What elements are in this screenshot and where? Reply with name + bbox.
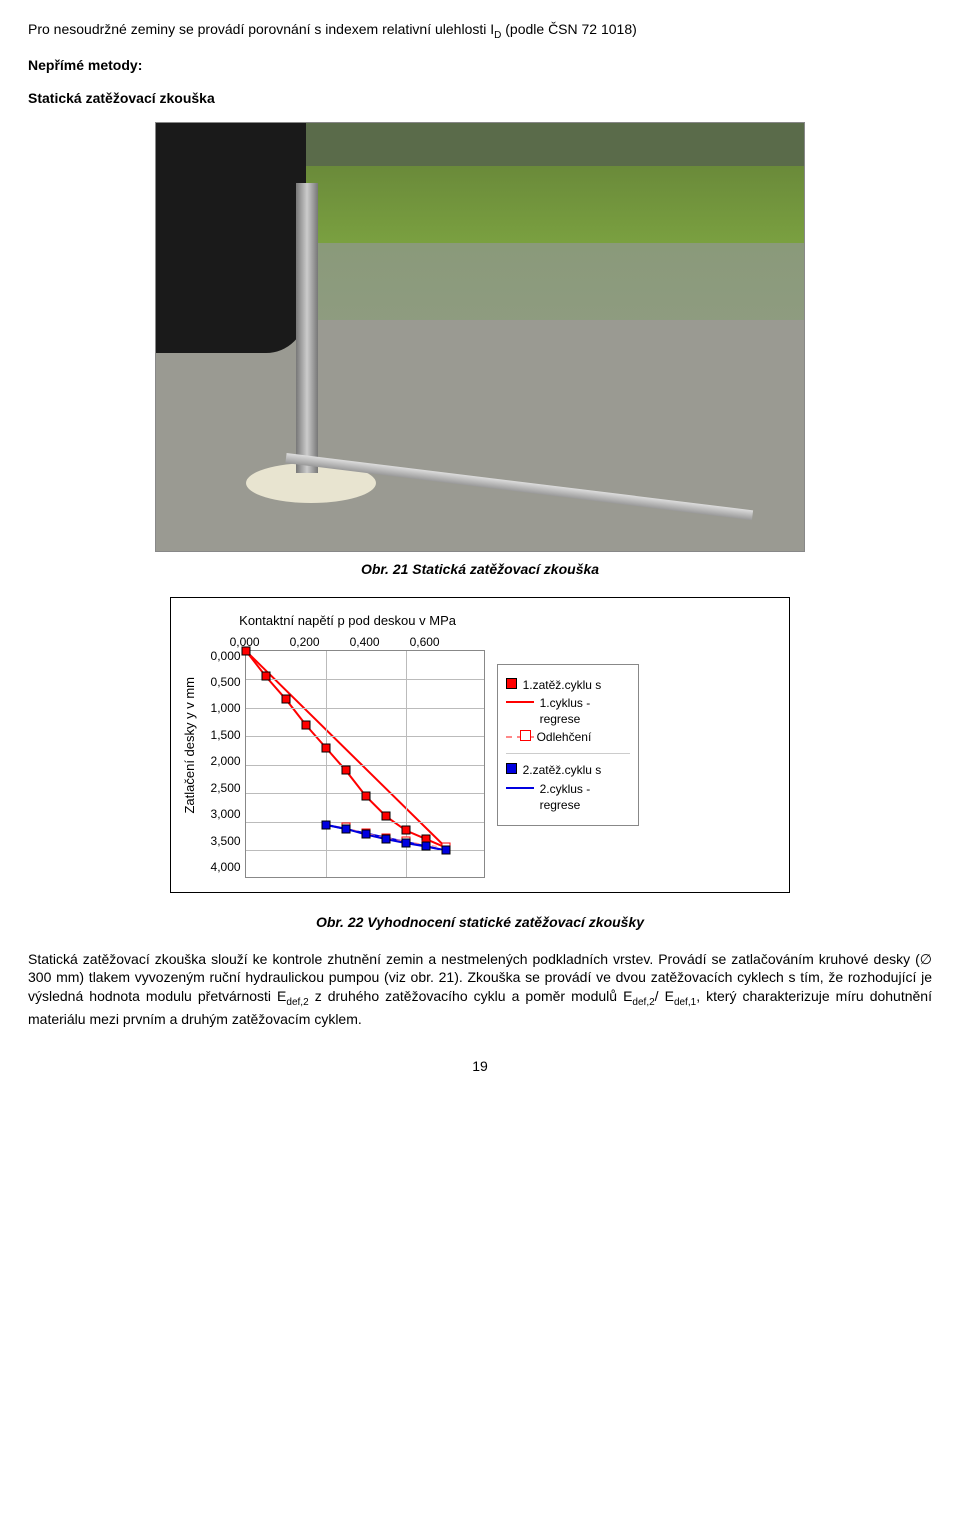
fig22-caption: Obr. 22 Vyhodnocení statické zatěžovací … — [28, 913, 932, 932]
data-marker — [401, 838, 410, 847]
data-marker — [361, 830, 370, 839]
body-text: z druhého zatěžovacího cyklu a poměr mod… — [309, 988, 633, 1004]
data-marker — [301, 720, 310, 729]
data-marker — [341, 766, 350, 775]
legend-swatch-blue-line — [506, 787, 534, 789]
data-marker — [321, 743, 330, 752]
x-ticks: 0,0000,2000,4000,600 — [215, 634, 485, 650]
y-tick-label: 0,500 — [211, 674, 241, 690]
data-marker — [281, 695, 290, 704]
y-ticks: 0,000 0,500 1,000 1,500 2,000 2,500 3,000 3,500… — [211, 648, 245, 876]
data-marker — [381, 812, 390, 821]
legend-swatch-hollow-red — [520, 730, 531, 741]
intro-text-post: (podle ČSN 72 1018) — [501, 21, 636, 37]
photo-tire — [156, 123, 306, 353]
grid-line — [246, 765, 484, 766]
x-tick-label: 0,200 — [275, 634, 335, 650]
figure-photo — [155, 122, 805, 552]
data-marker — [401, 826, 410, 835]
legend-label: 1.zatěž.cyklu s — [523, 677, 602, 693]
legend-swatch-blue-square — [506, 763, 517, 774]
intro-paragraph: Pro nesoudržné zeminy se provádí porovná… — [28, 20, 932, 42]
legend: 1.zatěž.cyklu s 1.cyklus - regrese Odleh… — [497, 664, 639, 826]
data-marker — [241, 646, 250, 655]
body-sub2: def,2 — [632, 997, 654, 1008]
fig21-caption: Obr. 21 Statická zatěžovací zkouška — [28, 560, 932, 579]
data-marker — [381, 834, 390, 843]
legend-label: 2.zatěž.cyklu s — [523, 762, 602, 778]
y-tick-label: 2,000 — [211, 753, 241, 769]
x-axis-title: Kontaktní napětí p pod deskou v MPa — [239, 612, 456, 630]
data-marker — [261, 672, 270, 681]
legend-label: 2.cyklus - regrese — [540, 781, 630, 813]
x-tick-label: 0,600 — [395, 634, 455, 650]
grid-line — [246, 679, 484, 680]
legend-label: 1.cyklus - regrese — [540, 695, 630, 727]
y-tick-label: 4,000 — [211, 859, 241, 875]
legend-swatch-red-square — [506, 678, 517, 689]
grid-line — [246, 736, 484, 737]
data-marker — [321, 820, 330, 829]
legend-swatch-red-line — [506, 701, 534, 703]
grid-line — [246, 822, 484, 823]
y-axis-label: Zatlačení desky y v mm — [181, 677, 199, 814]
page-number: 19 — [28, 1057, 932, 1076]
body-text: / E — [655, 988, 674, 1004]
legend-item-cycle1: 1.zatěž.cyklu s — [506, 677, 630, 693]
y-tick-label: 3,000 — [211, 806, 241, 822]
legend-label: Odlehčení — [537, 729, 592, 745]
plot-column: Kontaktní napětí p pod deskou v MPa 0,00… — [211, 612, 485, 878]
x-tick-label: 0,400 — [335, 634, 395, 650]
body-sub3: def,1 — [674, 997, 696, 1008]
plot-area — [245, 650, 485, 878]
y-tick-label: 2,500 — [211, 780, 241, 796]
y-tick-label: 3,500 — [211, 833, 241, 849]
intro-text-pre: Pro nesoudržné zeminy se provádí porovná… — [28, 21, 494, 37]
photo-jack — [296, 183, 318, 473]
y-tick-label: 1,000 — [211, 700, 241, 716]
data-marker — [341, 824, 350, 833]
legend-item-cycle2-regress: 2.cyklus - regrese — [506, 781, 630, 813]
data-marker — [421, 842, 430, 851]
legend-item-cycle1-regress: 1.cyklus - regrese — [506, 695, 630, 727]
grid-line — [326, 651, 327, 877]
heading-static: Statická zatěžovací zkouška — [28, 89, 932, 108]
legend-item-cycle2: 2.zatěž.cyklu s — [506, 762, 630, 778]
data-marker — [361, 792, 370, 801]
legend-item-unload: Odlehčení — [506, 729, 630, 745]
chart-frame: Zatlačení desky y v mm Kontaktní napětí … — [170, 597, 790, 893]
data-marker — [441, 846, 450, 855]
photo-gravel — [156, 320, 804, 551]
body-sub1: def,2 — [286, 997, 308, 1008]
grid-line — [246, 708, 484, 709]
y-tick-label: 0,000 — [211, 648, 241, 664]
y-tick-label: 1,500 — [211, 727, 241, 743]
heading-indirect: Nepřímé metody: — [28, 56, 932, 75]
body-paragraph: Statická zatěžovací zkouška slouží ke ko… — [28, 950, 932, 1029]
